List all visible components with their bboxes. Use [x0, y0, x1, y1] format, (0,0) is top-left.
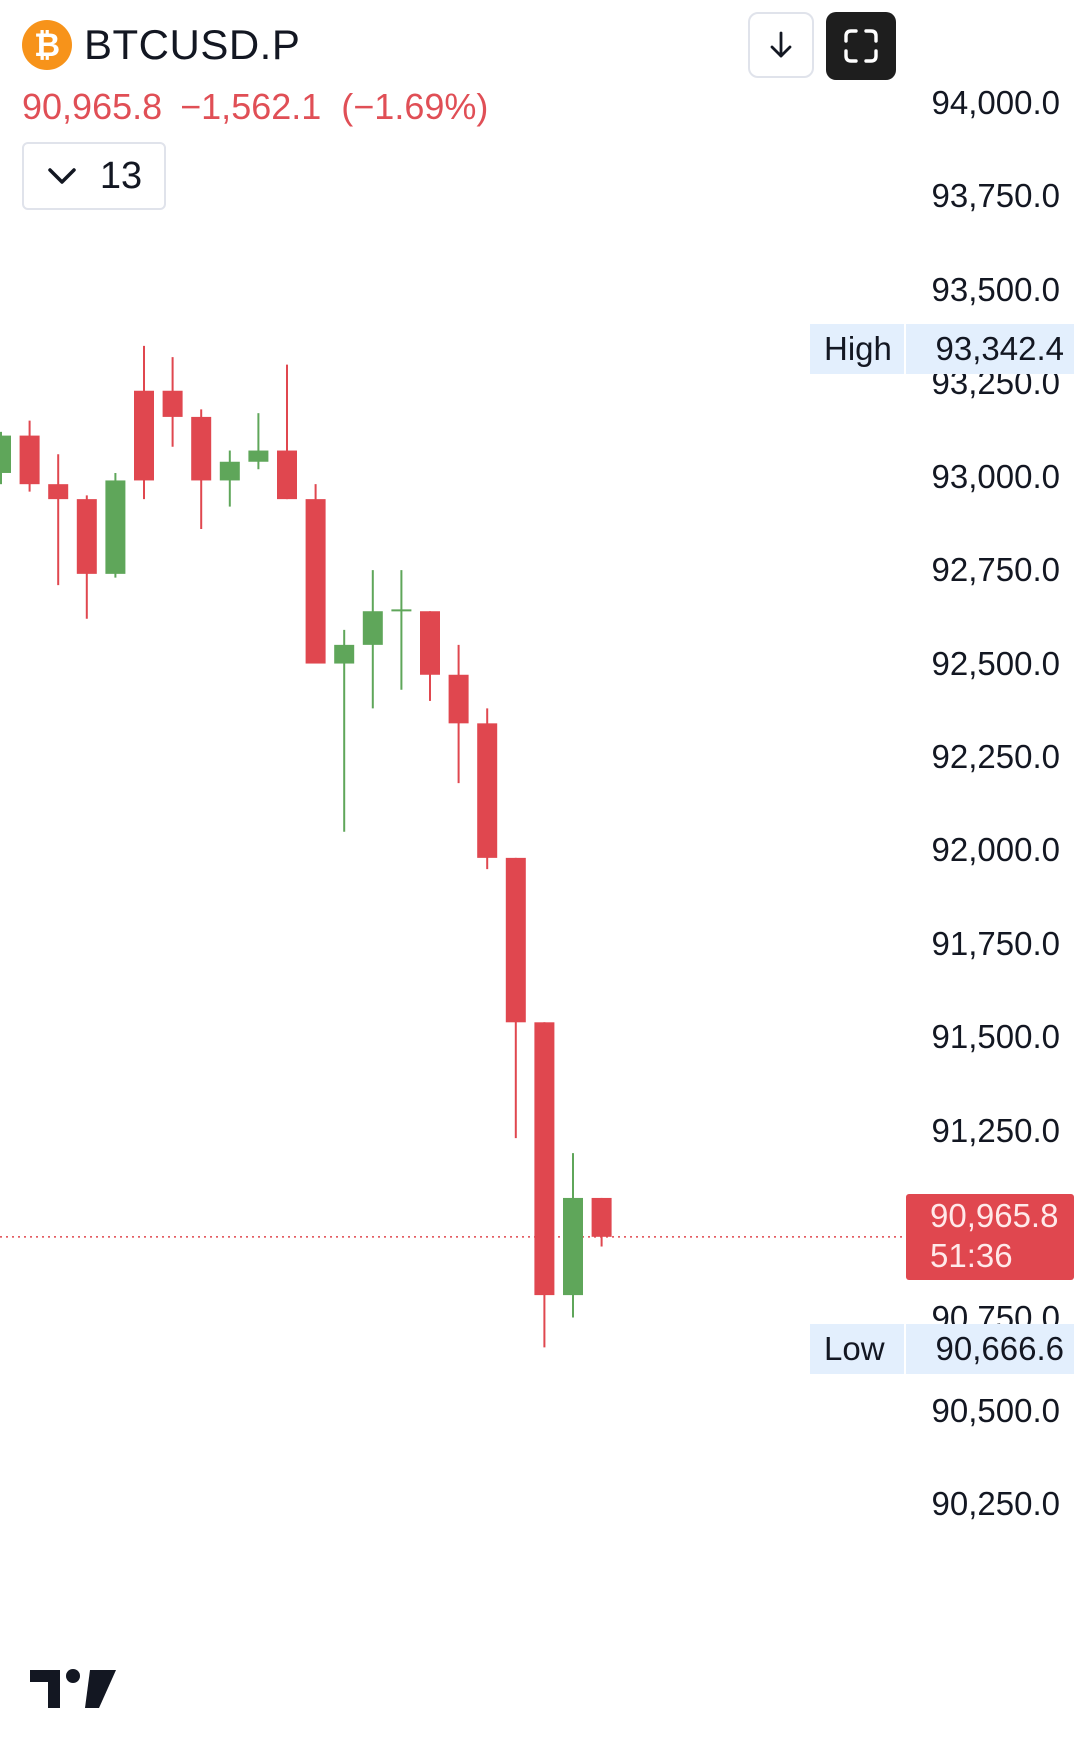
candle-body	[48, 484, 69, 500]
candle-body	[591, 1197, 612, 1237]
candle	[477, 708, 498, 870]
candle-body	[563, 1197, 583, 1296]
fullscreen-icon	[844, 29, 878, 63]
price-axis-label: 94,000.0	[931, 84, 1060, 121]
price-axis-label: 93,000.0	[931, 457, 1060, 495]
candles-group	[0, 345, 612, 1348]
candle-body	[134, 390, 154, 481]
candle-body	[0, 435, 11, 473]
candle	[534, 1022, 555, 1348]
candle-body	[19, 435, 40, 485]
candle-body	[534, 1022, 555, 1296]
candle-body	[248, 450, 269, 462]
candle-body	[162, 390, 183, 417]
candle	[248, 413, 269, 470]
candle-body	[191, 416, 212, 481]
fullscreen-button[interactable]	[826, 12, 896, 80]
candle-body	[362, 611, 383, 645]
price-axis-label: 92,250.0	[931, 737, 1060, 775]
candle-body	[76, 499, 97, 574]
candle	[48, 454, 69, 586]
candle-body	[105, 480, 126, 574]
candle-countdown: 51:36	[930, 1236, 1013, 1274]
candle	[191, 409, 212, 530]
low-marker-value: 90,666.6	[906, 1323, 1074, 1374]
interval-selector-button[interactable]: 13	[22, 142, 166, 210]
price-change-row: 90,965.8 −1,562.1 (−1.69%)	[22, 86, 488, 128]
price-axis-label: 92,000.0	[931, 831, 1060, 869]
candle-body	[277, 450, 297, 500]
candle	[305, 484, 326, 664]
price-change-percent: (−1.69%)	[341, 86, 489, 127]
price-change: −1,562.1	[180, 86, 322, 127]
chevron-down-icon	[48, 168, 76, 184]
symbol-name[interactable]: BTCUSD.P	[84, 21, 301, 68]
candle-body	[334, 644, 355, 664]
candle	[505, 857, 526, 1139]
candle	[76, 495, 97, 619]
tradingview-logo	[30, 1669, 116, 1708]
candle-body	[305, 499, 326, 664]
candle-body	[420, 611, 440, 675]
candle-body	[477, 723, 498, 858]
candle-body	[391, 609, 412, 612]
price-axis-label: 92,500.0	[931, 644, 1060, 682]
arrow-down-icon	[770, 31, 792, 58]
candle	[19, 420, 40, 492]
price-axis-label: 91,500.0	[931, 1018, 1060, 1056]
download-button[interactable]	[748, 12, 814, 78]
price-axis-label: 93,750.0	[931, 177, 1060, 215]
candle	[0, 431, 11, 485]
low-marker-label: Low	[810, 1323, 904, 1374]
candle	[219, 450, 240, 507]
price-axis-label: 91,750.0	[931, 924, 1060, 962]
price-axis-label: 90,250.0	[931, 1485, 1060, 1523]
candle	[448, 644, 469, 784]
candle	[391, 570, 412, 690]
price-axis-label: 91,250.0	[931, 1111, 1060, 1149]
candle	[162, 357, 183, 447]
symbol-header[interactable]: ₿ BTCUSD.P	[22, 20, 300, 70]
candle-body	[505, 857, 526, 1023]
price-axis-label: 92,750.0	[931, 551, 1060, 589]
high-marker-label: High	[810, 323, 904, 374]
candle	[105, 472, 126, 578]
candle	[277, 364, 297, 500]
candle-body	[448, 674, 469, 724]
interval-value: 13	[99, 154, 143, 197]
last-price: 90,965.8	[22, 86, 163, 127]
candle	[362, 570, 383, 709]
candle-body	[219, 461, 240, 481]
bitcoin-icon: ₿	[22, 20, 72, 70]
current-price-value: 90,965.8	[930, 1196, 1059, 1234]
high-marker-value: 93,342.4	[906, 323, 1074, 374]
price-axis-label: 93,500.0	[931, 270, 1060, 308]
price-axis-label: 90,500.0	[931, 1391, 1060, 1429]
candle	[563, 1153, 583, 1318]
candle	[134, 345, 154, 500]
candle	[420, 611, 440, 701]
current-price-tag: 90,965.8 51:36	[906, 1193, 1074, 1280]
candle	[591, 1197, 612, 1247]
candle	[334, 629, 355, 832]
